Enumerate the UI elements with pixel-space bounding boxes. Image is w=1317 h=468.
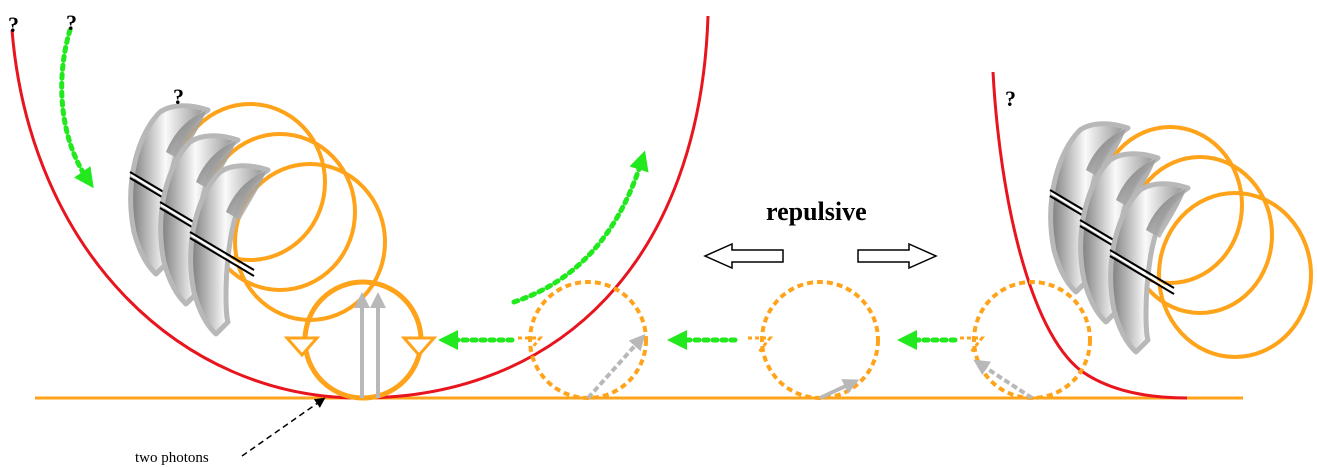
dashed-orbit-marks — [518, 336, 986, 353]
dashed-orbit — [972, 280, 1092, 400]
triangle-icon — [960, 336, 986, 353]
photon-vector-dashed — [973, 359, 1034, 400]
question-mark-right: ? — [1005, 86, 1016, 111]
flow-arrows — [59, 27, 958, 350]
flow-arrow-up — [511, 150, 649, 305]
two-photon-circle — [283, 279, 438, 401]
question-mark-top: ? — [66, 10, 77, 35]
flow-arrow-top-left — [59, 27, 94, 189]
question-mark-top-left: ? — [8, 12, 19, 37]
block-arrow-left-icon — [703, 242, 784, 270]
photon-vector-dashed — [586, 334, 646, 400]
repulsive-label: repulsive — [766, 197, 867, 226]
dashed-orbit — [760, 280, 880, 400]
boundary-curve-right — [991, 71, 1188, 400]
two-photons-label: two photons — [135, 450, 209, 466]
photon-vector-solid — [819, 379, 860, 400]
dashed-orbit — [528, 280, 648, 400]
question-mark-mirror-left: ? — [173, 84, 184, 109]
two-photons-pointer — [241, 397, 326, 457]
triangle-icon — [748, 336, 774, 353]
triangle-icon — [283, 336, 321, 358]
block-arrow-right-icon — [857, 242, 938, 270]
triangle-icon — [400, 336, 438, 358]
orbit-ring — [1157, 191, 1313, 359]
triangle-icon — [518, 336, 544, 353]
